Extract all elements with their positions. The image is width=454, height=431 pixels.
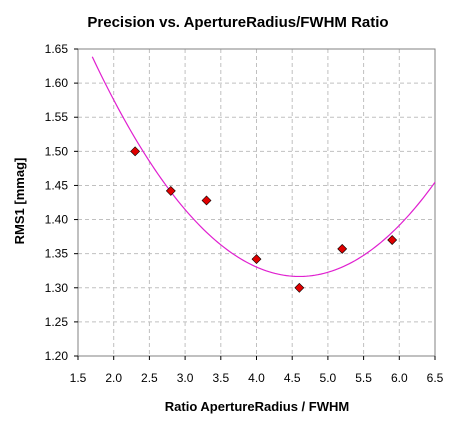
y-tick-label: 1.35 <box>45 247 69 261</box>
data-point-diamond <box>201 195 212 206</box>
x-tick-label: 6.0 <box>391 371 408 385</box>
y-tick-label: 1.40 <box>45 213 69 227</box>
gridlines <box>78 49 435 356</box>
y-tick-label: 1.65 <box>45 42 69 56</box>
y-tick-label: 1.45 <box>45 178 69 192</box>
x-tick-label: 4.0 <box>248 371 265 385</box>
x-tick-label: 5.0 <box>320 371 337 385</box>
y-tick-label: 1.20 <box>45 349 69 363</box>
y-axis-ticks: 1.20 1.25 1.30 1.35 1.40 1.45 1.50 1.55 1.60 1.65 <box>45 42 78 363</box>
x-tick-label: 2.5 <box>141 371 158 385</box>
x-tick-label: 2.0 <box>105 371 122 385</box>
trendline <box>91 56 436 278</box>
data-point-diamond <box>337 243 348 254</box>
y-tick-label: 1.50 <box>45 144 69 158</box>
data-point-diamond <box>251 254 262 265</box>
data-point-diamond <box>387 235 398 245</box>
y-tick-label: 1.55 <box>45 110 69 124</box>
x-tick-label: 3.5 <box>212 371 229 385</box>
x-tick-label: 5.5 <box>355 371 372 385</box>
x-tick-label: 6.5 <box>427 371 444 385</box>
x-axis-ticks: 1.5 2.0 2.5 3.0 3.5 4.0 4.5 5.0 5.5 6.0 6.5 <box>70 356 444 385</box>
x-tick-label: 4.5 <box>284 371 301 385</box>
y-axis-label: RMS1 [mmag] <box>12 158 27 245</box>
y-tick-label: 1.30 <box>45 281 69 295</box>
x-axis-label: Ratio ApertureRadius / FWHM <box>165 399 349 414</box>
data-point-diamond <box>294 282 305 293</box>
x-tick-label: 1.5 <box>70 371 87 385</box>
x-tick-label: 3.0 <box>177 371 194 385</box>
y-tick-label: 1.25 <box>45 315 69 329</box>
data-point-diamond <box>130 146 141 157</box>
data-points <box>130 146 398 293</box>
y-tick-label: 1.60 <box>45 76 69 90</box>
data-point-diamond <box>165 185 176 196</box>
chart-title: Precision vs. ApertureRadius/FWHM Ratio <box>87 14 388 31</box>
